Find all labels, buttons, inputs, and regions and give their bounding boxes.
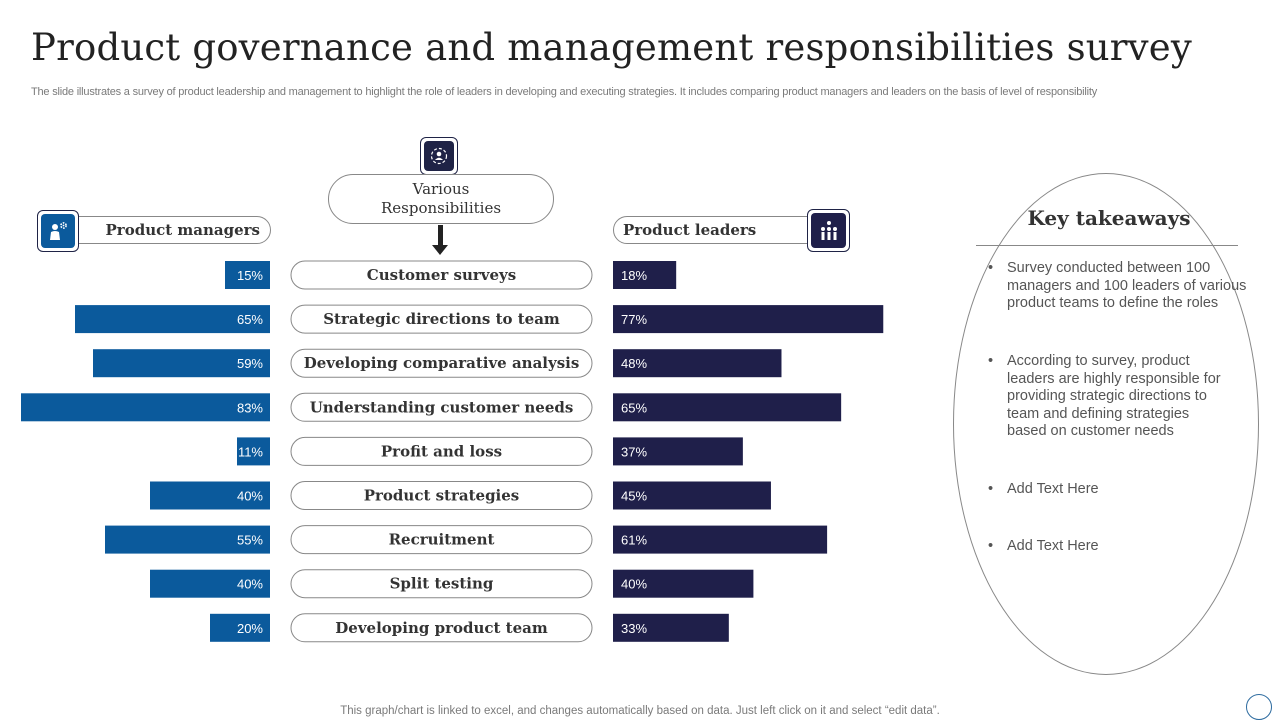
manager-bar-label: 65%: [237, 312, 263, 327]
category-label: Strategic directions to team: [323, 310, 560, 328]
leader-bar-label: 61%: [621, 533, 647, 548]
category-label: Profit and loss: [381, 442, 502, 460]
bullet-icon: •: [988, 538, 994, 554]
bullet-icon: •: [988, 353, 994, 369]
manager-bar-label: 40%: [237, 489, 263, 504]
leader-bar: [613, 305, 884, 334]
leader-bar: [613, 393, 842, 422]
category-label: Understanding customer needs: [310, 398, 574, 416]
bullet-icon: •: [988, 260, 994, 276]
category-pill: [290, 392, 593, 422]
responsibilities-icon-box: [420, 137, 458, 175]
takeaway-item: • According to survey, product leaders a…: [988, 353, 1228, 441]
category-label: Recruitment: [389, 531, 495, 549]
manager-bar-label: 15%: [237, 268, 263, 283]
manager-bar: [150, 569, 270, 598]
leader-bar-label: 77%: [621, 312, 647, 327]
key-takeaways-title: Key takeaways: [1027, 206, 1191, 230]
leader-bar-label: 48%: [621, 356, 647, 371]
responsibilities-header-line2: Responsibilities: [380, 199, 502, 217]
leader-bar: [613, 525, 828, 554]
team-icon: [811, 213, 846, 248]
category-pill: [290, 436, 593, 466]
takeaway-item[interactable]: • Add Text Here: [988, 538, 1250, 556]
manager-bar-label: 40%: [237, 577, 263, 592]
responsibilities-header-line1: Various: [412, 180, 470, 198]
page-title: Product governance and management respon…: [31, 26, 1192, 69]
responsibilities-header: Various Responsibilities: [328, 174, 554, 224]
leader-bar-label: 45%: [621, 489, 647, 504]
category-pill: [290, 525, 593, 555]
footer-note: This graph/chart is linked to excel, and…: [340, 705, 940, 717]
leaders-icon-box: [807, 209, 850, 252]
leader-bar: [613, 481, 771, 510]
leader-bar-label: 65%: [621, 400, 647, 415]
product-managers-text: Product managers: [105, 221, 260, 239]
manager-bar: [105, 525, 270, 554]
manager-bar: [93, 349, 270, 378]
manager-icon-box: [37, 210, 79, 252]
manager-bar-label: 55%: [237, 533, 263, 548]
leader-bar-label: 37%: [621, 444, 647, 459]
takeaway-text[interactable]: Add Text Here: [1007, 481, 1099, 497]
category-label: Customer surveys: [367, 266, 516, 284]
manager-bar-label: 83%: [237, 400, 263, 415]
product-leaders-text: Product leaders: [623, 221, 757, 239]
corner-circle-icon: [1246, 694, 1272, 720]
category-pill: [290, 304, 593, 334]
category-pill: [290, 613, 593, 643]
manager-gear-icon: [41, 214, 75, 248]
manager-bar: [21, 393, 270, 422]
category-pill: [290, 481, 593, 510]
leader-bar: [613, 437, 743, 466]
takeaway-text[interactable]: Add Text Here: [1007, 538, 1099, 554]
down-arrow-shaft: [438, 225, 443, 247]
leader-bar-label: 40%: [621, 577, 647, 592]
responsibilities-icon: [424, 141, 454, 171]
takeaway-item[interactable]: • Add Text Here: [988, 481, 1250, 499]
page-subtitle: The slide illustrates a survey of produc…: [31, 86, 1098, 98]
leader-bar-label: 18%: [621, 268, 647, 283]
category-label: Split testing: [390, 575, 494, 593]
manager-bar: [225, 261, 270, 289]
leader-bar: [613, 613, 729, 642]
category-label: Developing product team: [335, 619, 548, 637]
leader-bar: [613, 261, 677, 289]
key-takeaways-divider: [976, 245, 1238, 246]
leader-bar: [613, 349, 782, 378]
category-pill: [290, 348, 593, 378]
takeaway-text: Survey conducted between 100 managers an…: [1007, 260, 1247, 311]
key-takeaways-panel: [953, 173, 1259, 675]
category-label: Developing comparative analysis: [304, 354, 580, 372]
manager-bar-label: 11%: [238, 444, 263, 459]
category-pill: [290, 260, 593, 290]
down-arrow-icon: [432, 245, 448, 255]
leader-bar-label: 33%: [621, 621, 647, 636]
category-label: Product strategies: [364, 487, 520, 505]
takeaway-text: According to survey, product leaders are…: [1007, 353, 1221, 439]
leader-bar: [613, 569, 754, 598]
manager-bar-label: 59%: [237, 356, 263, 371]
manager-bar: [150, 481, 270, 510]
manager-bar: [237, 437, 270, 466]
manager-bar-label: 20%: [237, 621, 263, 636]
bullet-icon: •: [988, 481, 994, 497]
category-pill: [290, 569, 593, 599]
takeaway-item: • Survey conducted between 100 managers …: [988, 260, 1250, 313]
manager-bar: [75, 305, 270, 334]
manager-bar: [210, 613, 270, 642]
